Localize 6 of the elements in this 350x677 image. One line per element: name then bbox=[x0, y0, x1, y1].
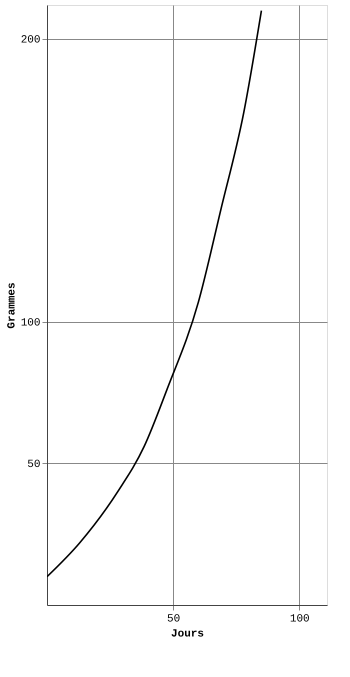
y-axis-title: Grammes bbox=[6, 282, 19, 329]
line-series bbox=[47, 10, 262, 578]
y-tick-label: 200 bbox=[20, 34, 40, 46]
y-tick-label: 100 bbox=[20, 317, 40, 330]
y-tick-label: 50 bbox=[27, 458, 40, 471]
x-axis-title: Jours bbox=[170, 628, 204, 640]
